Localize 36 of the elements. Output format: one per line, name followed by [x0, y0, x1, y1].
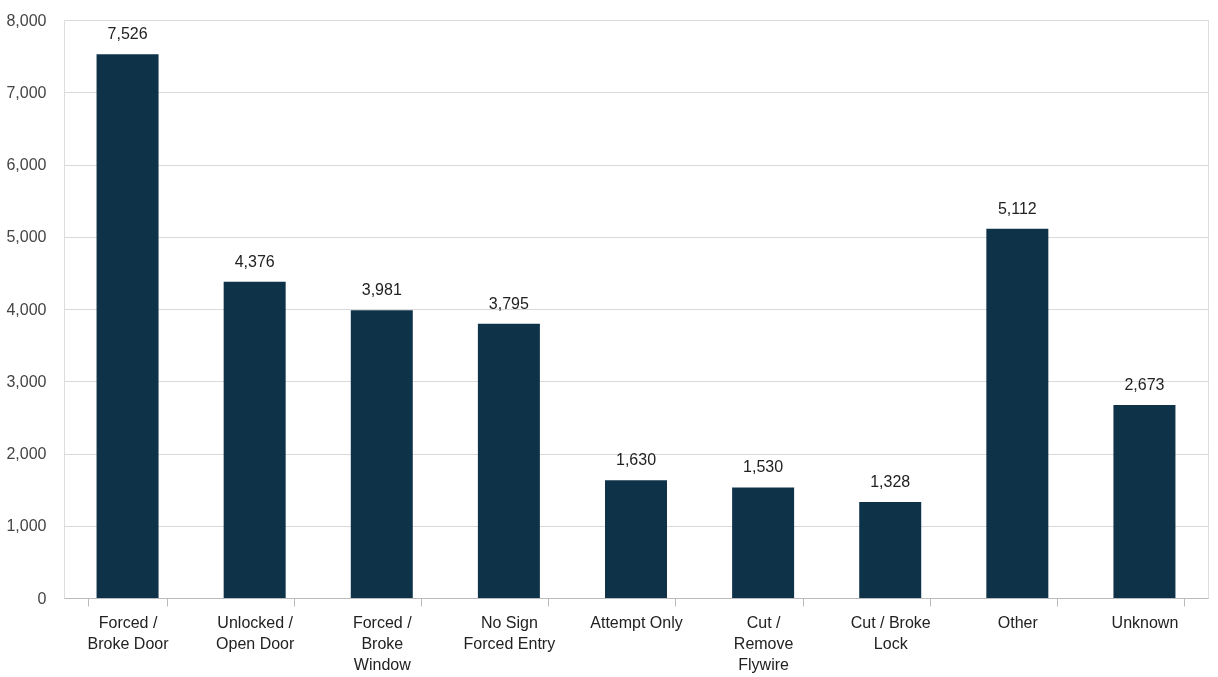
x-tick-label: Cut / Remove Flywire	[733, 613, 794, 673]
y-tick-label: 0	[37, 589, 47, 607]
bar	[477, 323, 540, 598]
data-label: 7,526	[107, 25, 148, 43]
data-label: 3,981	[361, 281, 402, 299]
bar	[1113, 404, 1176, 598]
data-label: 1,530	[743, 458, 784, 476]
bar	[350, 310, 413, 598]
y-tick-label: 6,000	[6, 156, 47, 173]
data-label: 4,376	[234, 252, 275, 270]
bar	[732, 487, 795, 598]
y-tick-label: 3,000	[6, 372, 47, 390]
x-tick-label: Unlocked / Open Door	[216, 613, 295, 652]
x-tick-label: Forced / Broke Window	[352, 613, 413, 673]
bar	[223, 281, 286, 598]
y-tick-label: 2,000	[6, 445, 47, 462]
x-tick-label: Cut / Broke Lock	[850, 613, 931, 652]
data-label: 3,795	[488, 294, 530, 312]
data-label: 5,112	[997, 199, 1037, 217]
x-tick-label: Attempt Only	[590, 613, 683, 631]
bar	[605, 480, 667, 598]
y-tick-label: 1,000	[6, 517, 47, 535]
bar	[859, 502, 922, 598]
data-label: 2,673	[1124, 375, 1165, 393]
bar	[986, 228, 1049, 598]
x-tick-label: Unknown	[1111, 613, 1179, 631]
x-tick-label: Other	[997, 613, 1039, 631]
y-tick-label: 5,000	[6, 228, 47, 246]
data-label: 1,328	[870, 473, 911, 491]
data-label: 1,630	[615, 451, 657, 469]
y-tick-label: 7,000	[6, 83, 47, 101]
x-tick-label: No Sign Forced Entry	[463, 613, 556, 652]
y-tick-label: 8,000	[6, 11, 47, 29]
y-tick-label: 4,000	[6, 300, 47, 318]
x-tick-label: Forced / Broke Door	[87, 613, 170, 652]
bar	[96, 54, 159, 598]
